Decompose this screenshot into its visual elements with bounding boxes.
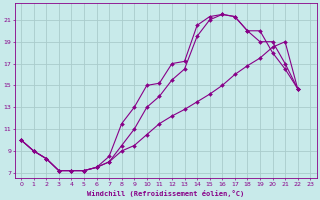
X-axis label: Windchill (Refroidissement éolien,°C): Windchill (Refroidissement éolien,°C) — [87, 190, 244, 197]
